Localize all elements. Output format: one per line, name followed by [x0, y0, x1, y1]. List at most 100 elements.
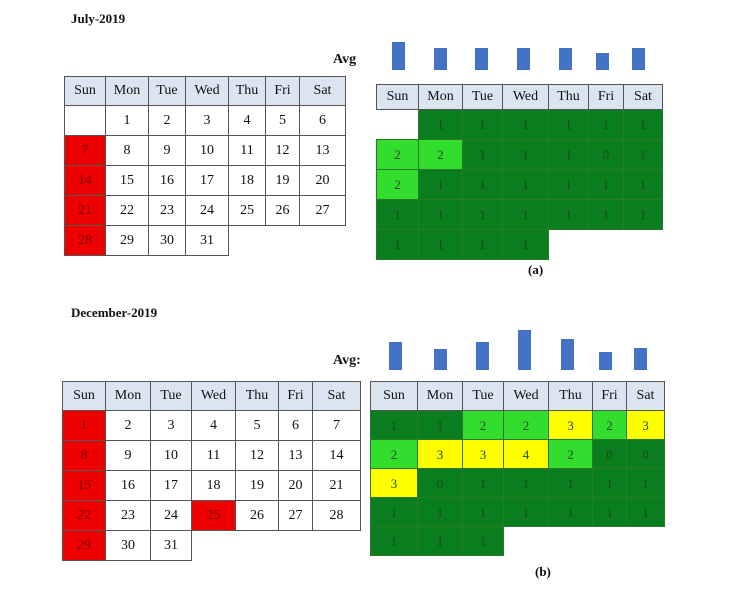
date-cell: 12: [235, 440, 279, 471]
heatmap-cell: 1: [462, 139, 503, 170]
heatmap-empty-cell: [549, 527, 593, 556]
empty-cell: [236, 531, 279, 561]
date-cell: 23: [148, 195, 186, 226]
day-header-thu: Thu: [228, 76, 266, 106]
heatmap-cell: 1: [462, 468, 504, 498]
heatmap-cell: 0: [417, 468, 463, 498]
heatmap-cell: 1: [502, 109, 549, 140]
date-cell: 24: [185, 195, 229, 226]
heatmap-cell: 1: [548, 468, 593, 498]
date-cell: 31: [150, 530, 192, 561]
heatmap-cell: 3: [548, 410, 593, 440]
heatmap-day-header-sun: Sun: [376, 84, 419, 110]
heatmap-cell: 1: [548, 109, 589, 140]
date-cell: 26: [235, 500, 279, 531]
heatmap-cell: 1: [417, 410, 463, 440]
day-header-tue: Tue: [148, 76, 186, 106]
avg-bar-tue: [475, 342, 489, 370]
date-cell: 17: [185, 165, 229, 196]
date-cell: 5: [265, 105, 300, 136]
heatmap-cell: 2: [370, 439, 418, 469]
heatmap-day-header-wed: Wed: [503, 381, 549, 411]
heatmap-cell: 4: [503, 439, 549, 469]
date-cell: 26: [265, 195, 300, 226]
date-cell: 11: [191, 440, 236, 471]
heatmap-table: Sun Mon Tue Wed Thu Fri Sat 1 1 1 1 1 1 2 2 1 1 1 0 1 2 1 1 1 1 1…: [376, 84, 663, 260]
date-cell: 31: [185, 225, 229, 256]
calendar-week-row: 21 22 23 24 25 26 27: [64, 195, 346, 226]
avg-bar-fri: [595, 53, 609, 70]
holiday-date-cell: 15: [62, 470, 106, 501]
heatmap-day-header-sat: Sat: [623, 84, 663, 110]
avg-bar-chart: [372, 330, 657, 370]
avg-bar-chart: [378, 30, 656, 70]
calendar-table: Sun Mon Tue Wed Thu Fri Sat 1 2 3 4 5 6 7 8 9 10 11 12 13 14…: [64, 76, 346, 256]
heatmap-cell: 1: [592, 497, 627, 527]
date-cell: 14: [312, 440, 361, 471]
date-cell: 4: [228, 105, 266, 136]
avg-bar-sat: [631, 48, 645, 70]
holiday-date-cell: 1: [62, 410, 106, 441]
date-cell: 23: [105, 500, 151, 531]
day-header-sat: Sat: [299, 76, 346, 106]
heatmap-cell: 1: [502, 169, 549, 200]
day-header-mon: Mon: [105, 381, 151, 411]
heatmap-cell: 1: [462, 109, 503, 140]
holiday-date-cell: 21: [64, 195, 106, 226]
avg-bar-tue: [475, 48, 488, 70]
calendar-week-row: 29 30 31: [62, 530, 361, 561]
heatmap-cell: 2: [376, 139, 419, 170]
date-cell: 17: [150, 470, 192, 501]
date-cell: 10: [185, 135, 229, 166]
date-cell: 16: [105, 470, 151, 501]
day-header-wed: Wed: [191, 381, 236, 411]
day-header-thu: Thu: [235, 381, 279, 411]
heatmap-cell: 0: [592, 439, 627, 469]
date-cell: 24: [150, 500, 192, 531]
calendar-week-row: 28 29 30 31: [64, 225, 346, 256]
calendar-week-row: 15 16 17 18 19 20 21: [62, 470, 361, 501]
holiday-date-cell: 7: [64, 135, 106, 166]
heatmap-day-header-sun: Sun: [370, 381, 418, 411]
holiday-date-cell: 25: [191, 500, 236, 531]
date-cell: [64, 105, 106, 136]
date-cell: 20: [278, 470, 313, 501]
heatmap-cell: 1: [370, 410, 418, 440]
day-header-fri: Fri: [265, 76, 300, 106]
date-cell: 7: [312, 410, 361, 441]
heatmap-cell: 1: [417, 497, 463, 527]
date-cell: 3: [185, 105, 229, 136]
heatmap-cell: 1: [623, 109, 663, 140]
heatmap-cell: 1: [503, 468, 549, 498]
heatmap-cell: 3: [626, 410, 665, 440]
heatmap-day-header-fri: Fri: [592, 381, 627, 411]
day-header-sun: Sun: [62, 381, 106, 411]
heatmap-cell: 0: [588, 139, 624, 170]
heatmap-cell: 1: [462, 526, 504, 556]
heatmap-empty-cell: [627, 527, 665, 556]
date-cell: 10: [150, 440, 192, 471]
date-cell: 6: [299, 105, 346, 136]
heatmap-header-row: Sun Mon Tue Wed Thu Fri Sat: [376, 84, 663, 110]
holiday-date-cell: 14: [64, 165, 106, 196]
heatmap-empty-cell: [624, 230, 663, 260]
heatmap-cell: 1: [588, 199, 624, 230]
calendar-week-row: 7 8 9 10 11 12 13: [64, 135, 346, 166]
date-cell: 6: [278, 410, 313, 441]
heatmap-day-header-mon: Mon: [418, 84, 463, 110]
heatmap-cell: 1: [462, 497, 504, 527]
heatmap-cell: 1: [370, 497, 418, 527]
heatmap-cell: 2: [418, 139, 463, 170]
day-header-fri: Fri: [278, 381, 313, 411]
avg-bar-sun: [388, 342, 402, 370]
date-cell: 30: [148, 225, 186, 256]
avg-bar-wed: [517, 330, 531, 370]
heatmap-cell: 1: [548, 169, 589, 200]
holiday-date-cell: 22: [62, 500, 106, 531]
heatmap-cell: 3: [462, 439, 504, 469]
heatmap-cell: 1: [623, 199, 663, 230]
